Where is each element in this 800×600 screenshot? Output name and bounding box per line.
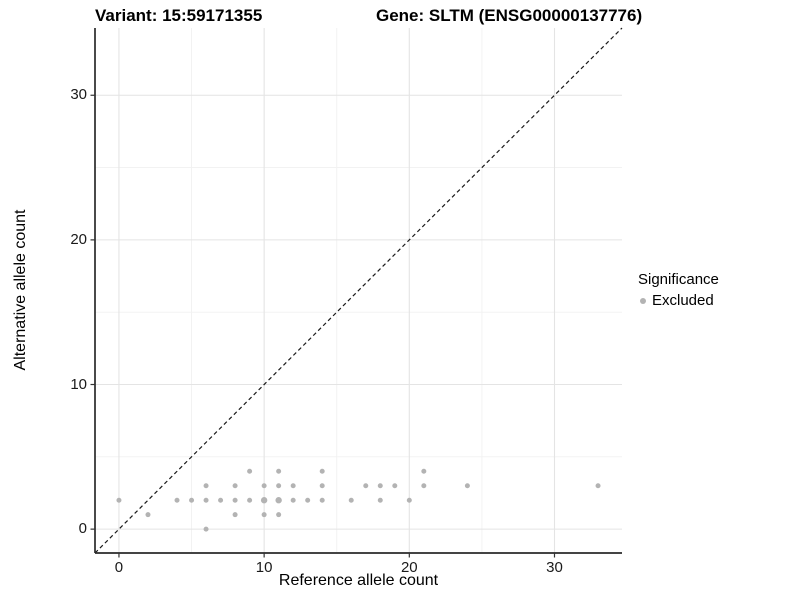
data-point bbox=[319, 483, 325, 489]
x-tick-label: 10 bbox=[255, 559, 273, 576]
data-point bbox=[595, 483, 601, 489]
data-point bbox=[276, 512, 282, 518]
data-point bbox=[421, 483, 427, 489]
data-point bbox=[290, 483, 296, 489]
data-point bbox=[203, 497, 209, 503]
data-point bbox=[392, 483, 398, 489]
data-point bbox=[189, 497, 195, 503]
data-point bbox=[276, 483, 282, 489]
identity-line bbox=[94, 27, 623, 554]
excluded-point-icon bbox=[640, 297, 646, 304]
y-tick-label: 20 bbox=[70, 230, 87, 248]
data-point bbox=[203, 483, 209, 489]
data-point bbox=[232, 483, 238, 489]
data-point bbox=[363, 483, 369, 489]
data-point bbox=[377, 483, 383, 489]
data-point bbox=[261, 512, 267, 518]
x-tick-label: 20 bbox=[400, 559, 418, 576]
x-axis-title: Reference allele count bbox=[278, 572, 439, 589]
plot-title-variant: Variant: 15:59171355 bbox=[95, 6, 263, 25]
data-point bbox=[247, 468, 253, 474]
y-tick-label: 10 bbox=[70, 375, 87, 393]
data-point bbox=[275, 497, 282, 504]
data-point bbox=[232, 512, 238, 518]
legend-item-excluded: Excluded bbox=[638, 292, 719, 309]
data-point bbox=[406, 497, 412, 503]
data-point bbox=[464, 483, 470, 489]
y-tick-label: 0 bbox=[78, 520, 87, 538]
data-point bbox=[290, 497, 296, 503]
data-point bbox=[145, 512, 151, 518]
y-tick-label: 30 bbox=[70, 86, 87, 104]
data-point bbox=[247, 497, 253, 503]
data-point bbox=[348, 497, 354, 503]
data-point bbox=[260, 497, 268, 504]
data-point bbox=[261, 483, 267, 489]
data-point bbox=[174, 497, 180, 503]
legend: Significance Excluded bbox=[638, 271, 719, 309]
data-point bbox=[116, 497, 122, 503]
data-point bbox=[218, 497, 224, 503]
data-point bbox=[305, 497, 311, 503]
data-point bbox=[232, 497, 238, 503]
legend-item-label: Excluded bbox=[652, 292, 714, 309]
x-tick-label: 30 bbox=[546, 559, 563, 576]
data-point bbox=[319, 497, 325, 503]
legend-title: Significance bbox=[638, 271, 719, 288]
x-tick-label: 0 bbox=[114, 559, 124, 576]
y-axis-title: Alternative allele count bbox=[12, 209, 29, 371]
plot-title-gene: Gene: SLTM (ENSG00000137776) bbox=[376, 6, 643, 25]
data-point bbox=[203, 526, 209, 532]
data-point bbox=[377, 497, 383, 503]
data-point bbox=[319, 468, 325, 474]
data-point bbox=[276, 468, 282, 474]
data-point bbox=[421, 468, 427, 474]
